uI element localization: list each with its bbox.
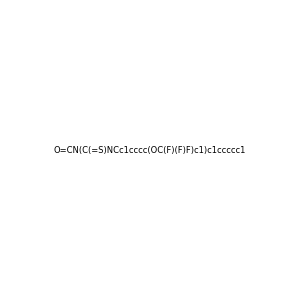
Text: O=CN(C(=S)NCc1cccc(OC(F)(F)F)c1)c1ccccc1: O=CN(C(=S)NCc1cccc(OC(F)(F)F)c1)c1ccccc1 [54, 146, 246, 154]
